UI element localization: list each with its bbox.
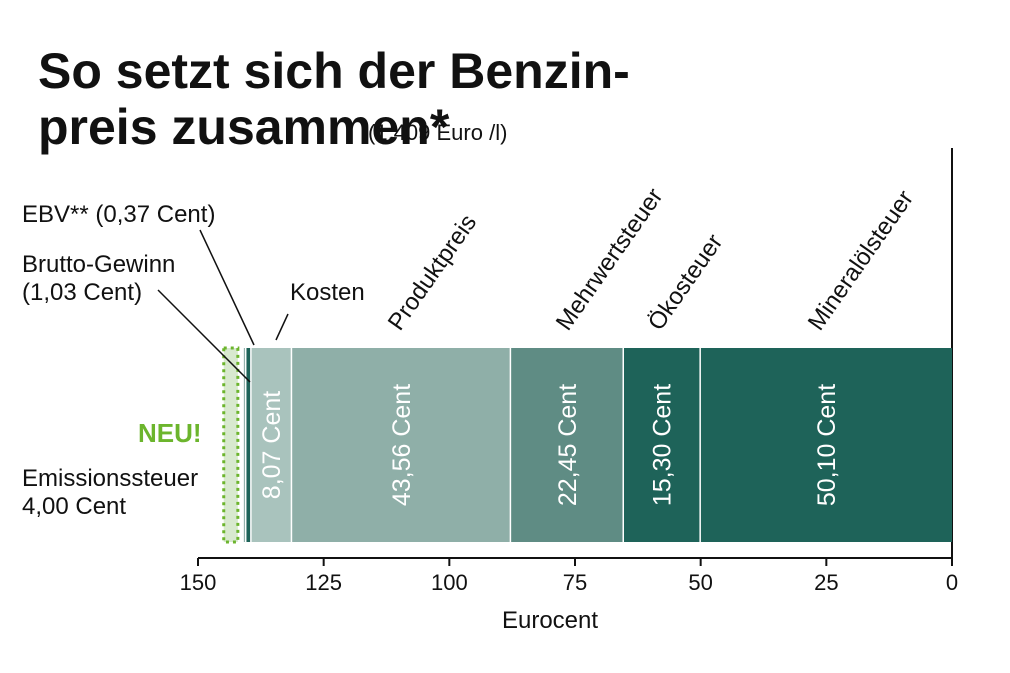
bar-segments (222, 346, 952, 544)
segment-category-labels: MineralölsteuerÖkosteuerMehrwertsteuerPr… (290, 183, 919, 335)
category-label-ökosteuer: Ökosteuer (643, 229, 729, 335)
segment-value-label-kosten: 8,07 Cent (258, 391, 286, 499)
segment-value-label-ökosteuer: 15,30 Cent (649, 384, 677, 506)
bar-segment-ebv (243, 348, 246, 542)
neu-badge: NEU! (138, 418, 202, 448)
brutto-annotation-line1: Brutto-Gewinn (22, 251, 175, 278)
ebv-annotation: EBV** (0,37 Cent) (22, 201, 215, 228)
brutto-annotation-line2: (1,03 Cent) (22, 279, 142, 306)
x-tick-label: 150 (180, 570, 217, 595)
segment-value-label-mehrwertsteuer: 22,45 Cent (554, 384, 582, 506)
kosten-leader-line (275, 313, 289, 341)
emission-annotation-line2: 4,00 Cent (22, 493, 126, 520)
bar-segment-mehrwertsteuer (510, 348, 624, 542)
x-tick-label: 100 (431, 570, 468, 595)
x-axis-ticks: 150 125 100 75 50 25 0 (180, 558, 958, 595)
bar-segment-emissionssteuer (222, 346, 240, 544)
x-tick-label: 50 (688, 570, 712, 595)
emission-annotation-line1: Emissionssteuer (22, 465, 198, 492)
segment-value-labels: 50,10 Cent 15,30 Cent 22,45 Cent 43,56 Cent… (258, 384, 841, 506)
bar-segment-ökosteuer (623, 348, 701, 542)
segment-value-label-mineralölsteuer: 50,10 Cent (813, 384, 841, 506)
bar-segment-kosten (250, 348, 292, 542)
bar-segment-brutto-gewinn (245, 348, 251, 542)
x-tick-label: 0 (946, 570, 958, 595)
brutto-leader-line (157, 289, 251, 383)
x-tick-label: 75 (563, 570, 587, 595)
bar-segment-produktpreis (291, 348, 511, 542)
category-label-kosten: Kosten (290, 279, 365, 306)
chart-subtitle: (1,409 Euro /l) (368, 120, 507, 145)
x-tick-label: 25 (814, 570, 838, 595)
bar-segment-mineralölsteuer (700, 348, 952, 542)
x-axis-label: Eurocent (502, 607, 598, 634)
category-label-produktpreis: Produktpreis (383, 210, 482, 336)
chart-title-line2: preis zusammen* (38, 99, 450, 155)
x-tick-label: 125 (305, 570, 342, 595)
chart-title-line1: So setzt sich der Benzin- (38, 43, 630, 99)
category-label-mineralölsteuer: Mineralölsteuer (803, 186, 919, 336)
segment-value-label-produktpreis: 43,56 Cent (388, 384, 416, 506)
ebv-leader-line (199, 229, 255, 346)
